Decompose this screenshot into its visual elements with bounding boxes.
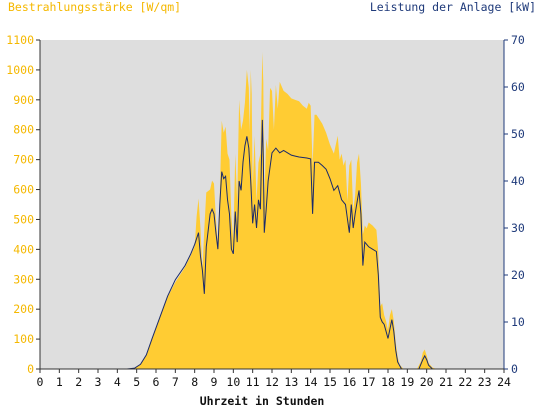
left-tick-label: 0 xyxy=(27,362,34,376)
x-tick-label: 16 xyxy=(342,375,356,389)
x-tick-label: 17 xyxy=(362,375,376,389)
left-tick-label: 100 xyxy=(13,332,34,346)
series-layer xyxy=(40,51,504,370)
x-tick-label: 0 xyxy=(37,375,44,389)
left-tick-label: 500 xyxy=(13,212,34,226)
x-tick-label: 2 xyxy=(75,375,82,389)
x-tick-label: 8 xyxy=(191,375,198,389)
x-tick-label: 5 xyxy=(133,375,140,389)
right-tick-label: 20 xyxy=(511,268,525,282)
irradiance-area xyxy=(40,51,504,370)
left-tick-label: 300 xyxy=(13,272,34,286)
right-tick-label: 0 xyxy=(511,362,518,376)
x-tick-label: 12 xyxy=(265,375,279,389)
x-tick-label: 20 xyxy=(420,375,434,389)
x-tick-label: 10 xyxy=(226,375,240,389)
x-tick-label: 15 xyxy=(323,375,337,389)
x-tick-label: 21 xyxy=(439,375,453,389)
x-tick-label: 6 xyxy=(153,375,160,389)
x-tick-label: 14 xyxy=(304,375,318,389)
x-tick-label: 18 xyxy=(381,375,395,389)
x-tick-label: 24 xyxy=(497,375,511,389)
right-tick-label: 70 xyxy=(511,33,525,47)
left-tick-label: 200 xyxy=(13,302,34,316)
x-tick-label: 9 xyxy=(211,375,218,389)
left-tick-label: 400 xyxy=(13,242,34,256)
x-tick-label: 4 xyxy=(114,375,121,389)
x-tick-label: 13 xyxy=(284,375,298,389)
power-line xyxy=(40,119,504,370)
left-tick-label: 800 xyxy=(13,123,34,137)
left-tick-label: 700 xyxy=(13,153,34,167)
x-axis-title: Uhrzeit in Stunden xyxy=(200,394,325,408)
left-tick-label: 1000 xyxy=(6,63,34,77)
right-tick-label: 30 xyxy=(511,221,525,235)
x-tick-label: 3 xyxy=(95,375,102,389)
right-axis-title: Leistung der Anlage [kW] xyxy=(370,0,536,14)
right-tick-label: 50 xyxy=(511,127,525,141)
tick-layer: 0100200300400500600700800900100011000102… xyxy=(6,33,525,389)
left-tick-label: 900 xyxy=(13,93,34,107)
x-tick-label: 1 xyxy=(56,375,63,389)
left-tick-label: 600 xyxy=(13,183,34,197)
left-axis-title: Bestrahlungsstärke [W/qm] xyxy=(8,0,181,14)
x-tick-label: 23 xyxy=(478,375,492,389)
right-tick-label: 10 xyxy=(511,315,525,329)
right-tick-label: 60 xyxy=(511,80,525,94)
left-tick-label: 1100 xyxy=(6,33,34,47)
right-tick-label: 40 xyxy=(511,174,525,188)
x-tick-label: 7 xyxy=(172,375,179,389)
x-tick-label: 19 xyxy=(400,375,414,389)
x-tick-label: 11 xyxy=(246,375,260,389)
x-tick-label: 22 xyxy=(458,375,472,389)
